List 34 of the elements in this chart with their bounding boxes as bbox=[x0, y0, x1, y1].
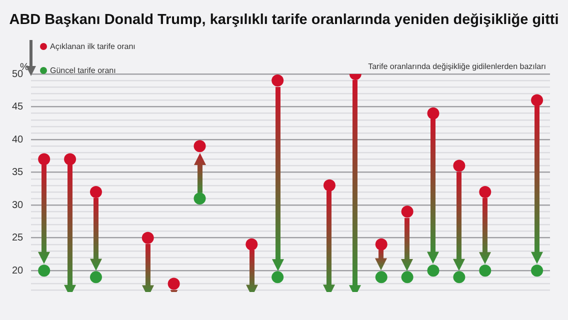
point bbox=[323, 179, 336, 192]
point bbox=[168, 278, 180, 290]
point bbox=[375, 238, 388, 250]
point bbox=[531, 264, 544, 277]
point bbox=[38, 264, 50, 277]
point bbox=[401, 271, 414, 284]
legend-label: Açıklanan ilk tarife oranı bbox=[50, 42, 136, 51]
point bbox=[531, 94, 544, 106]
point bbox=[90, 186, 102, 198]
point bbox=[427, 264, 440, 277]
chart-title: ABD Başkanı Donald Trump, karşılıklı tarife oranlarında yeniden değişikliğe gitti bbox=[8, 12, 560, 28]
point bbox=[64, 153, 76, 166]
point bbox=[375, 271, 388, 284]
point bbox=[246, 238, 258, 250]
point bbox=[272, 74, 284, 87]
point bbox=[453, 271, 466, 284]
point bbox=[427, 107, 440, 120]
point bbox=[272, 271, 284, 284]
y-tick-label: 40 bbox=[12, 134, 24, 146]
y-tick-label: 50 bbox=[12, 68, 24, 80]
point bbox=[142, 232, 154, 244]
text: Tarife oranlarında değişikliğe gidilenlerden bazıları bbox=[368, 62, 546, 71]
y-tick-label: 45 bbox=[12, 102, 24, 113]
y-tick-label: 35 bbox=[12, 167, 24, 178]
point bbox=[479, 186, 492, 198]
y-tick-label: 25 bbox=[12, 232, 24, 244]
point bbox=[38, 153, 50, 166]
y-tick-label: 20 bbox=[12, 265, 24, 276]
legend-label: Güncel tarife oranı bbox=[50, 66, 116, 75]
point bbox=[401, 206, 414, 218]
point bbox=[90, 271, 102, 284]
y-tick-label: 30 bbox=[12, 200, 24, 211]
point bbox=[453, 160, 466, 172]
point bbox=[479, 264, 492, 277]
